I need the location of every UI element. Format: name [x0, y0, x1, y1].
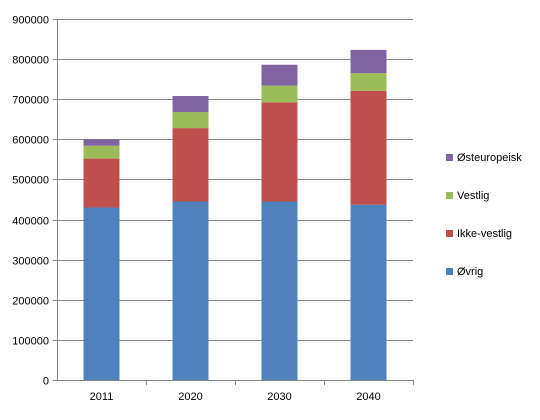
y-tick-label: 200000	[12, 296, 49, 308]
bar-segment-2011-Vestlig	[83, 145, 120, 159]
bar-segment-2040-Ikke-vestlig	[350, 90, 387, 205]
bar-segment-2020-Øvrig	[172, 201, 209, 380]
axes: 0 100000 200000 300000 400000 500000 600000 700…	[12, 15, 414, 403]
bar-segment-2030-Vestlig	[261, 85, 298, 103]
bar-segment-2020-Østeuropeisk	[172, 96, 209, 113]
legend-label: Østeuropeisk	[457, 152, 522, 164]
bar-segment-2030-Øvrig	[261, 201, 298, 380]
y-tick-label: 0	[43, 376, 49, 388]
legend-label: Vestlig	[457, 190, 489, 202]
y-tick-label: 600000	[12, 135, 49, 147]
y-tick-label: 800000	[12, 55, 49, 67]
bar-segment-2040-Vestlig	[350, 73, 387, 91]
bar-segment-2011-Øvrig	[83, 207, 120, 380]
bar-segment-2040-Østeuropeisk	[350, 49, 387, 74]
y-tick-label: 400000	[12, 216, 49, 228]
bars	[83, 49, 387, 380]
legend: Østeuropeisk Vestlig Ikke-vestlig Øvrig	[446, 152, 522, 278]
x-tick-label: 2020	[178, 391, 202, 403]
legend-swatch	[446, 154, 453, 161]
x-tick-label: 2040	[356, 391, 380, 403]
bar-segment-2030-Østeuropeisk	[261, 64, 298, 86]
x-tick-label: 2011	[90, 391, 114, 403]
bar-segment-2020-Vestlig	[172, 112, 209, 129]
bar-segment-2020-Ikke-vestlig	[172, 128, 209, 202]
y-tick-label: 500000	[12, 175, 49, 187]
x-tick-label: 2030	[267, 391, 291, 403]
bar-segment-2040-Øvrig	[350, 204, 387, 380]
legend-label: Øvrig	[457, 266, 483, 278]
y-tick-label: 700000	[12, 95, 49, 107]
legend-swatch	[446, 268, 453, 275]
y-tick-label: 100000	[12, 336, 49, 348]
y-tick-label: 300000	[12, 256, 49, 268]
bar-segment-2011-Ikke-vestlig	[83, 158, 120, 208]
legend-swatch	[446, 192, 453, 199]
y-tick-label: 900000	[12, 15, 49, 27]
bar-segment-2030-Ikke-vestlig	[261, 102, 298, 202]
legend-label: Ikke-vestlig	[457, 228, 512, 240]
legend-swatch	[446, 230, 453, 237]
bar-segment-2011-Østeuropeisk	[83, 139, 120, 146]
